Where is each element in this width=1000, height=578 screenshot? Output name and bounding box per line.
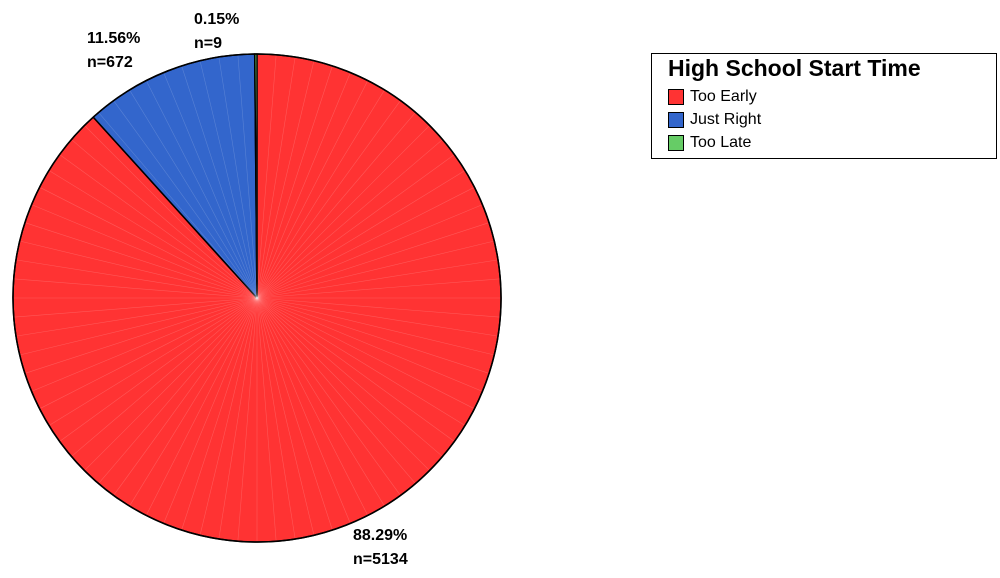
legend-swatch-just-right — [668, 112, 684, 128]
pie-sheen-line — [256, 297, 498, 337]
pie-sheen-line — [20, 240, 258, 299]
pie-sheen-line — [256, 297, 482, 392]
pie-sheen-line — [199, 297, 258, 535]
legend-swatch-too-late — [668, 135, 684, 151]
pie-sheen-line — [32, 297, 258, 392]
pie-sheen-line — [72, 139, 258, 299]
pie-sheen-line — [256, 101, 401, 299]
pie-sheen-line — [256, 278, 500, 299]
pie-sheen-line — [256, 113, 416, 299]
legend-swatch-too-early — [668, 89, 684, 105]
pie-sheen-line — [256, 139, 442, 299]
pie-sheen-line — [256, 204, 482, 299]
pie-sheen-line — [49, 297, 258, 426]
slice-percent-label: 11.56% — [87, 30, 140, 47]
pie-sheen-line — [256, 297, 385, 506]
pie-sheen-line — [256, 81, 368, 299]
pie-sheen-line — [256, 154, 454, 299]
pie-sheen-line — [181, 297, 258, 530]
pie-sheen-line — [113, 297, 258, 495]
pie-sheen-line — [256, 259, 498, 299]
pie-sheen-line — [181, 66, 258, 299]
pie-sheen-line — [256, 297, 489, 374]
pie-sheen-line — [256, 297, 351, 523]
pie-sheen-line — [256, 187, 474, 299]
pie-sheen-line — [129, 297, 258, 506]
slice-percent-label: 88.29% — [353, 527, 407, 544]
pie-sheen — [14, 55, 500, 541]
pie-sheen-line — [256, 297, 474, 409]
pie-sheen-line — [40, 187, 258, 299]
slice-count-label: n=672 — [87, 54, 133, 71]
pie-sheen-line — [256, 297, 401, 495]
pie-outline — [12, 53, 502, 543]
pie-sheen-line — [60, 154, 258, 299]
legend-item-too-early: Too Early — [668, 87, 757, 107]
pie-sheen-line — [256, 55, 277, 299]
pie-sheen-line — [256, 90, 385, 299]
pie-sheen-line — [256, 297, 333, 530]
slice-percent-label: 0.15% — [194, 11, 239, 28]
pie-sheen-line — [256, 222, 489, 299]
pie-sheen-line — [256, 297, 430, 471]
legend-title: High School Start Time — [668, 55, 921, 81]
pie-sheen-line — [20, 297, 258, 356]
pie-sheen-line — [98, 297, 258, 483]
pie-sheen-line — [256, 297, 494, 356]
pie-slice-labels: 88.29% n=5134 11.56% n=672 0.15% n=9 — [87, 11, 408, 568]
pie-sheen-line — [256, 240, 494, 299]
pie-sheen-line — [32, 204, 258, 299]
pie-sheen-line — [256, 297, 465, 426]
legend: High School Start Time Too Early Just Ri… — [651, 53, 997, 159]
pie-sheen-line — [49, 170, 258, 299]
pie-slices — [12, 53, 502, 543]
pie-sheen-line — [14, 297, 258, 318]
pie-sheen-line — [14, 278, 258, 299]
pie-sheen-line — [256, 297, 277, 541]
pie-sheen-line — [256, 297, 315, 535]
pie-sheen-line — [256, 297, 416, 483]
pie-sheen-line — [237, 55, 258, 299]
pie-sheen-line — [129, 90, 258, 299]
pie-sheen-line — [146, 297, 258, 515]
legend-label-too-late: Too Late — [690, 134, 752, 151]
pie-sheen-line — [163, 73, 258, 299]
pie-sheen-line — [256, 170, 465, 299]
pie-sheen-line — [218, 57, 258, 299]
pie-sheen-line — [98, 113, 258, 299]
pie-sheen-line — [256, 297, 368, 515]
pie-sheen-line — [256, 297, 296, 539]
pie-sheen-line — [256, 73, 351, 299]
pie-sheen-line — [256, 66, 333, 299]
pie-sheen-line — [146, 81, 258, 299]
pie-sheen-line — [40, 297, 258, 409]
legend-item-too-late: Too Late — [668, 133, 751, 153]
pie-sheen-line — [163, 297, 258, 523]
pie-sheen-line — [25, 222, 258, 299]
pie-sheen-line — [218, 297, 258, 539]
legend-label-just-right: Just Right — [690, 111, 762, 128]
pie-sheen-line — [256, 57, 296, 299]
slice-count-label: n=5134 — [353, 551, 408, 568]
pie-sheen-line — [256, 125, 430, 299]
pie-sheen-line — [84, 297, 258, 471]
pie-sheen-line — [237, 297, 258, 541]
pie-sheen-line — [256, 61, 315, 299]
pie-sheen-line — [25, 297, 258, 374]
pie-sheen-line — [256, 297, 442, 457]
slice-count-label: n=9 — [194, 35, 222, 52]
legend-label-too-early: Too Early — [690, 88, 757, 105]
pie-sheen-line — [199, 61, 258, 299]
pie-sheen-line — [113, 101, 258, 299]
pie-sheen-line — [256, 297, 454, 442]
pie-sheen-line — [60, 297, 258, 442]
legend-item-just-right: Just Right — [668, 110, 761, 130]
pie-sheen-line — [72, 297, 258, 457]
pie-sheen-line — [84, 125, 258, 299]
pie-sheen-line — [16, 259, 258, 299]
pie-sheen-line — [256, 297, 500, 318]
pie-sheen-line — [16, 297, 258, 337]
